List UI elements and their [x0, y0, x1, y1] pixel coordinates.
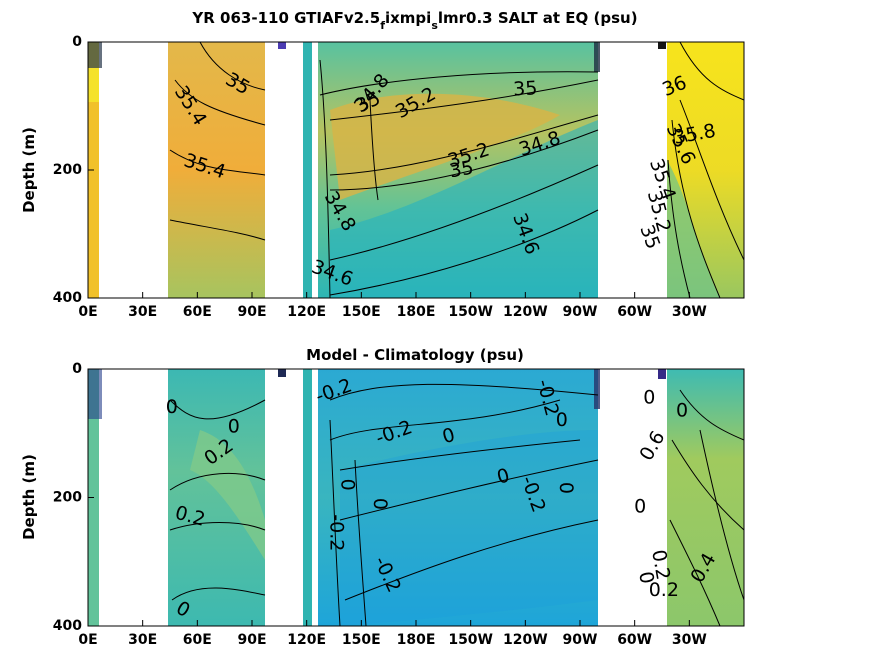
contour-label: 35 — [513, 77, 538, 100]
x-tick-label: 30E — [128, 632, 157, 648]
contour-label: 0.2 — [647, 548, 674, 582]
contour-label: -0.2 — [325, 514, 347, 551]
field-maritime-strait — [303, 369, 312, 626]
panel-1-title: YR 063-110 GTIAFv2.5fixmpislmr0.3 SALT a… — [191, 9, 637, 32]
field-pacific — [318, 369, 598, 626]
x-tick-label: 60E — [183, 632, 212, 648]
panel-1-plot-area — [88, 41, 745, 299]
y-tick-label: 0 — [72, 34, 82, 50]
panel-1-xticks: 0E 30E 60E 90E 120E 150E 180E 150W 120W 90W 60W 30W — [78, 292, 707, 320]
x-tick-label: 0E — [78, 632, 97, 648]
x-tick-label: 90E — [237, 304, 266, 320]
panel-2-title: Model - Climatology (psu) — [306, 346, 524, 364]
x-tick-label: 0E — [78, 304, 97, 320]
x-tick-label: 90W — [563, 632, 598, 648]
x-tick-label: 120W — [503, 304, 548, 320]
panel-1: YR 063-110 GTIAFv2.5fixmpislmr0.3 SALT a… — [20, 9, 745, 320]
x-tick-label: 150W — [448, 304, 493, 320]
x-tick-label: 150E — [342, 632, 381, 648]
x-tick-label: 90W — [563, 304, 598, 320]
x-tick-label: 90E — [237, 632, 266, 648]
x-tick-label: 180E — [397, 632, 436, 648]
contour-label: 0 — [643, 386, 655, 408]
field-indian-ocean — [168, 42, 265, 298]
y-tick-label: 400 — [53, 290, 82, 306]
contour-label: 0 — [555, 482, 577, 494]
contour-label: 0 — [440, 424, 457, 448]
panel-2-xticks: 0E 30E 60E 90E 120E 150E 180E 150W 120W 90W 60W 30W — [78, 620, 707, 648]
y-tick-label: 200 — [53, 490, 82, 506]
contour-label: 0 — [634, 496, 646, 518]
panel-1-yticks: 0 200 400 — [53, 34, 94, 306]
x-tick-label: 60W — [617, 632, 652, 648]
contour-label: 0 — [556, 409, 568, 431]
x-tick-label: 120W — [503, 632, 548, 648]
panel-1-ylabel: Depth (m) — [20, 127, 38, 213]
x-tick-label: 150E — [342, 304, 381, 320]
x-tick-label: 120E — [287, 632, 326, 648]
x-tick-label: 60E — [183, 304, 212, 320]
contour-label: 0 — [634, 570, 658, 586]
contour-label: 35 — [448, 157, 476, 183]
contour-label: 0 — [228, 415, 240, 437]
contour-label: 0 — [166, 396, 178, 418]
contour-label: 0 — [369, 498, 391, 510]
contour-label: 0 — [676, 399, 688, 421]
field-maritime-strait — [303, 42, 312, 298]
panel-1-contours — [169, 41, 745, 299]
x-tick-label: 150W — [448, 632, 493, 648]
x-tick-label: 30W — [672, 632, 707, 648]
contour-label: 0.2 — [649, 579, 679, 601]
contour-label: 0 — [495, 464, 512, 488]
y-tick-label: 200 — [53, 162, 82, 178]
y-tick-label: 400 — [53, 618, 82, 634]
panel-2: Model - Climatology (psu) — [20, 346, 745, 648]
panel-2-yticks: 0 200 400 — [53, 361, 94, 634]
panel-2-contours — [169, 383, 745, 627]
panel-2-plot-area — [88, 369, 745, 627]
x-tick-label: 60W — [617, 304, 652, 320]
x-tick-label: 180E — [397, 304, 436, 320]
contour-label: 0 — [336, 479, 358, 491]
x-tick-label: 30W — [672, 304, 707, 320]
x-tick-label: 30E — [128, 304, 157, 320]
x-tick-label: 120E — [287, 304, 326, 320]
y-tick-label: 0 — [72, 361, 82, 377]
panel-2-ylabel: Depth (m) — [20, 454, 38, 540]
field-atlantic — [667, 369, 744, 626]
